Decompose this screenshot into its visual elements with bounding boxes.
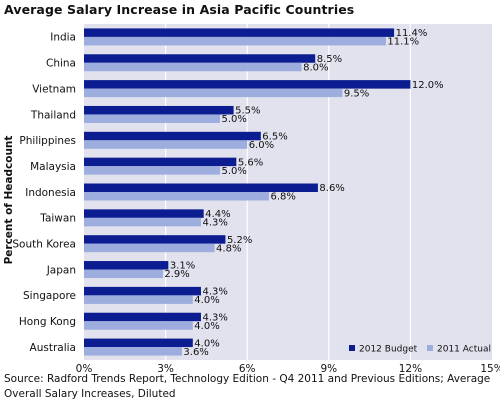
bar-actual [84,295,193,304]
data-label: 6.5% [262,132,287,143]
category-label: Hong Kong [19,316,76,328]
legend-swatch [427,345,433,351]
x-axis-ticks: 0% 3% 6% 9% 12% 15% [76,363,500,372]
category-label: Philippines [19,135,76,147]
category-label: Taiwan [39,213,76,225]
data-label: 9.5% [344,88,369,99]
x-tick-label: 15% [480,363,500,372]
data-label: 4.4% [205,209,230,220]
bar-budget [84,54,316,63]
bar-budget [84,28,395,37]
data-label: 4.3% [202,287,227,298]
data-label: 8.0% [303,62,328,73]
bar-budget [84,183,318,192]
bar-actual [84,62,302,72]
legend-label: 2011 Actual [437,345,491,355]
legend-swatch [349,345,355,351]
bar-actual [84,217,201,227]
category-label: Thailand [30,109,76,121]
bar-actual [84,166,220,175]
data-label: 6.8% [270,192,295,203]
bar-actual [84,192,269,201]
data-label: 3.6% [183,347,208,358]
bar-actual [84,321,193,330]
data-label: 3.1% [170,261,195,272]
bar-budget [84,131,261,141]
category-label: India [50,32,76,44]
data-label: 5.2% [227,235,252,246]
category-label: Singapore [23,290,76,302]
bar-budget [84,286,201,296]
data-label: 5.6% [238,157,263,168]
data-label: 11.4% [396,28,428,39]
bar-budget [84,235,226,244]
data-label: 4.3% [202,218,227,229]
data-label: 4.0% [194,295,219,306]
y-axis-label: Percent of Headcount [3,136,15,265]
bar-actual [84,114,220,123]
bar-budget [84,157,237,167]
data-label: 2.9% [164,269,189,280]
data-label: 12.0% [412,80,444,91]
bar-actual [84,347,182,356]
x-tick-label: 12% [399,363,422,372]
category-label: Vietnam [32,83,76,95]
x-tick-label: 9% [320,363,337,372]
legend-label: 2012 Budget [359,345,418,355]
chart-title: Average Salary Increase in Asia Pacific … [4,2,355,17]
data-label: 5.0% [222,166,247,177]
data-label: 4.0% [194,321,219,332]
data-label: 5.5% [235,106,260,117]
category-label: China [46,58,76,70]
bar-actual [84,269,163,279]
x-tick-label: 3% [157,363,174,372]
legend: 2012 Budget 2011 Actual [349,345,491,355]
bar-budget [84,312,201,322]
data-label: 8.6% [319,183,344,194]
x-tick-label: 0% [76,363,93,372]
category-label: Japan [46,264,76,276]
bar-budget [84,261,169,270]
data-label: 11.1% [387,37,419,48]
bar-budget [84,105,234,115]
category-label: South Korea [12,238,76,250]
bar-budget [84,209,204,218]
bar-actual [84,140,248,149]
bar-actual [84,36,386,46]
data-label: 8.5% [317,54,342,65]
value-labels: 11.4%11.1%8.5%8.0%12.0%9.5%5.5%5.0%6.5%6… [164,28,443,358]
bars [84,28,411,356]
bar-actual [84,88,343,98]
data-label: 4.8% [216,243,241,254]
bar-budget [84,80,411,89]
x-tick-label: 6% [239,363,256,372]
data-label: 6.0% [249,140,274,151]
data-label: 4.3% [202,312,227,323]
bar-actual [84,243,215,253]
category-labels: India China Vietnam Thailand Philippines Mala… [12,32,76,354]
category-label: Malaysia [30,161,76,173]
data-label: 5.0% [222,114,247,125]
bar-budget [84,338,193,348]
bar-chart: India China Vietnam Thailand Philippines Mala… [3,24,500,372]
source-note: Source: Radford Trends Report, Technolog… [4,373,491,400]
category-label: Australia [30,342,76,354]
category-label: Indonesia [25,187,76,199]
data-label: 4.0% [194,338,219,349]
